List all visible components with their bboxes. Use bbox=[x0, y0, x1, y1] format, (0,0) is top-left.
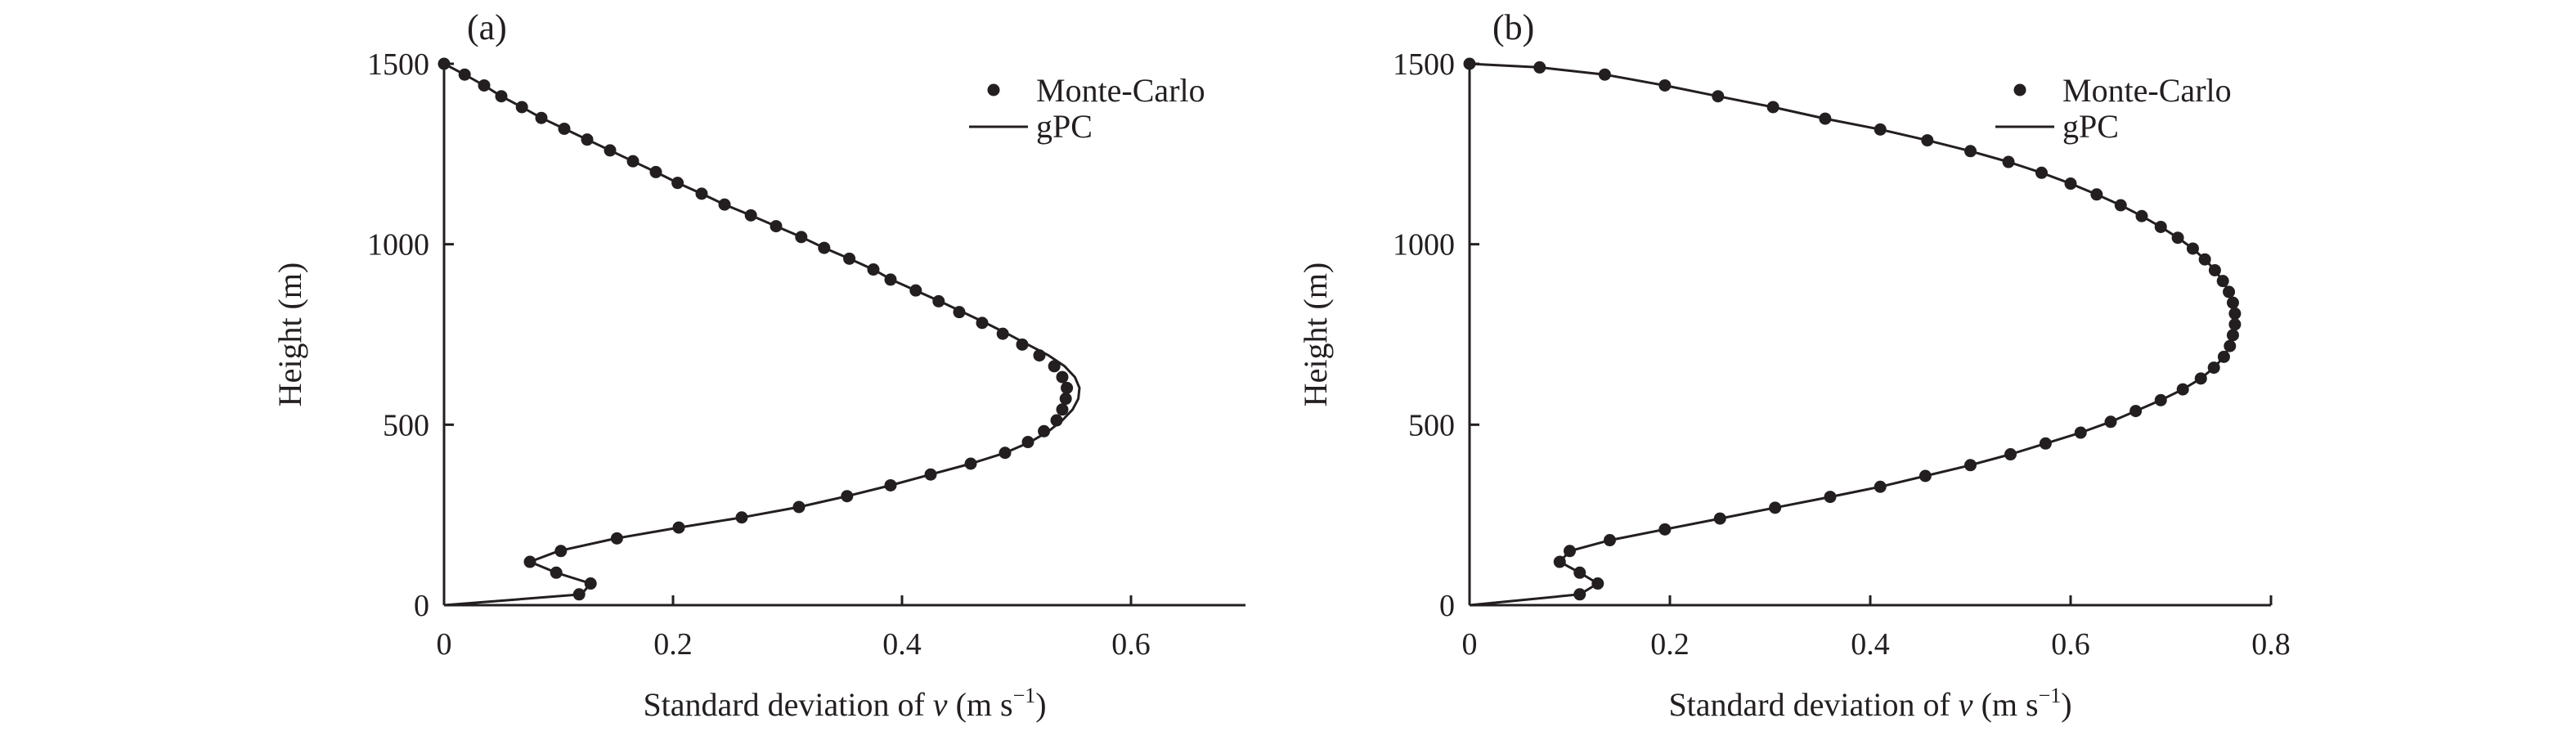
x-tick-label: 0.2 bbox=[653, 627, 693, 662]
x-tick-label: 0 bbox=[437, 627, 452, 662]
legend-label-monte-carlo: Monte-Carlo bbox=[2062, 72, 2232, 109]
x-tick-label: 0.4 bbox=[1851, 627, 1890, 662]
legend-label-monte-carlo: Monte-Carlo bbox=[1036, 72, 1205, 109]
y-tick-label: 1500 bbox=[367, 47, 429, 82]
x-tick-label: 0.4 bbox=[882, 627, 922, 662]
y-tick-label: 1000 bbox=[367, 228, 429, 263]
x-axis-label: Standard deviation of v (m s−1) bbox=[1668, 684, 2071, 723]
x-axis-label: Standard deviation of v (m s−1) bbox=[643, 684, 1046, 723]
x-tick-label: 0 bbox=[1462, 627, 1478, 662]
panel-label: (a) bbox=[467, 7, 507, 47]
y-tick-label: 1000 bbox=[1393, 228, 1455, 263]
x-tick-label: 0.6 bbox=[1111, 627, 1151, 662]
y-tick-label: 500 bbox=[383, 408, 429, 442]
legend-label-gpc: gPC bbox=[2062, 108, 2119, 145]
monte-carlo-point bbox=[1016, 338, 1029, 351]
y-axis-label: Height (m) bbox=[1297, 263, 1334, 407]
x-tick-label: 0.8 bbox=[2251, 627, 2291, 662]
monte-carlo-point bbox=[1056, 370, 1069, 384]
monte-carlo-point bbox=[1056, 403, 1069, 416]
monte-carlo-point bbox=[1061, 381, 1074, 394]
x-tick-label: 0.6 bbox=[2051, 627, 2090, 662]
legend-marker-monte-carlo bbox=[2013, 83, 2026, 96]
legend-label-gpc: gPC bbox=[1036, 108, 1093, 145]
gpc-series-line bbox=[1469, 62, 2237, 607]
y-tick-label: 0 bbox=[414, 589, 429, 623]
x-tick-label: 0.2 bbox=[1650, 627, 1690, 662]
y-tick-label: 500 bbox=[1408, 408, 1455, 442]
monte-carlo-point bbox=[1059, 393, 1072, 406]
monte-carlo-point bbox=[1038, 424, 1051, 438]
legend-marker-monte-carlo bbox=[987, 83, 1000, 96]
y-axis-label: Height (m) bbox=[272, 263, 308, 407]
monte-carlo-point bbox=[1048, 360, 1061, 373]
panel-a: 0 0.2 0.4 0.6 0 500 1000 1500 Height (m) Standard… bbox=[272, 7, 1245, 723]
panel-label: (b) bbox=[1492, 7, 1534, 47]
y-tick-label: 0 bbox=[1439, 589, 1455, 623]
gpc-series-line bbox=[443, 62, 1081, 607]
y-tick-label: 1500 bbox=[1393, 47, 1455, 82]
panel-b: 0 0.2 0.4 0.6 0.8 0 500 1000 1500 Height (m) Stand… bbox=[1297, 7, 2291, 723]
